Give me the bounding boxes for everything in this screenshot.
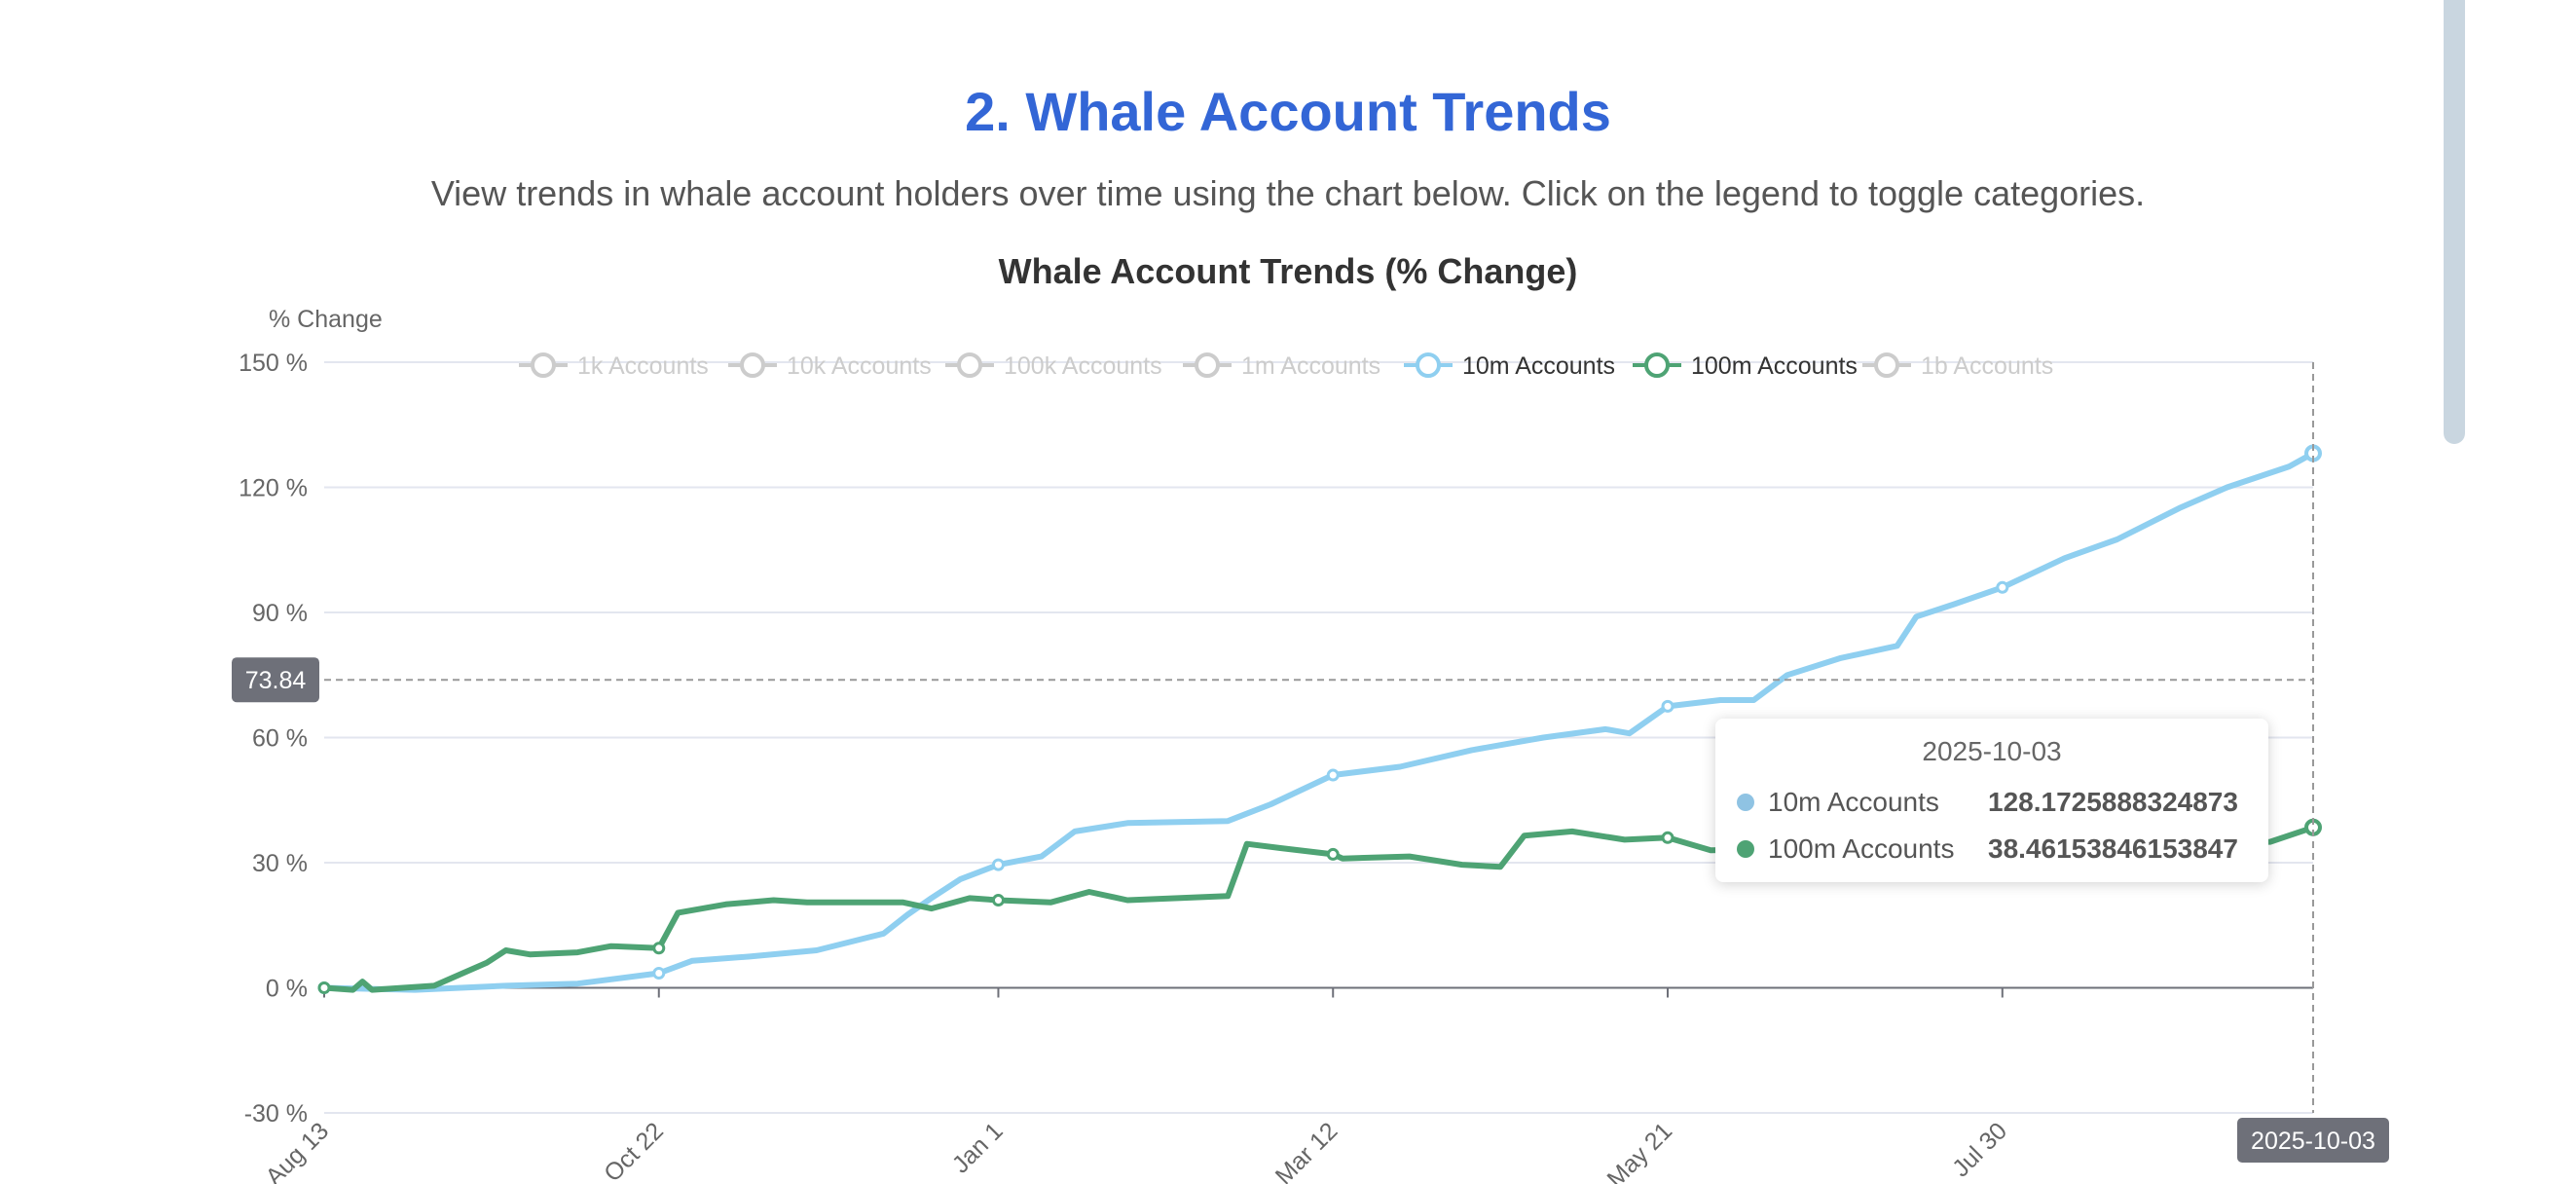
section-description: View trends in whale account holders ove…	[430, 173, 2146, 213]
data-point	[1326, 847, 1340, 861]
tooltip-series-name: 10m Accounts	[1768, 787, 1939, 817]
x-tick-label: May 21	[1601, 1117, 1677, 1184]
y-tick-label: 60 %	[252, 725, 308, 753]
y-tick-label: 150 %	[239, 350, 308, 377]
chart-legend: 1k Accounts 10k Accounts 100k Accounts 1m A…	[519, 352, 2053, 380]
y-tick-label: 90 %	[252, 600, 308, 627]
series-lines	[317, 444, 2322, 994]
crosshair-x-label: 2025-10-03	[2251, 1128, 2375, 1155]
y-axis-label: % Change	[269, 306, 383, 333]
chart-tooltip: 2025-10-03 10m Accounts 128.172588832487…	[1715, 719, 2268, 882]
legend-label: 1m Accounts	[1241, 352, 1380, 380]
page-scrollbar[interactable]	[2444, 0, 2465, 444]
legend-item-1k-accounts[interactable]: 1k Accounts	[519, 352, 709, 380]
legend-circle-icon	[1644, 352, 1670, 378]
crosshair-y-label-box	[232, 657, 319, 703]
x-tick-label: Jul 30	[1947, 1117, 2012, 1182]
data-point	[652, 942, 666, 955]
data-point	[1326, 768, 1340, 782]
legend-item-100m-accounts[interactable]: 100m Accounts	[1633, 352, 1858, 380]
data-point	[991, 894, 1005, 907]
x-axis-ticks: Aug 13 Oct 22 Jan 1 Mar 12 May 21 Jul 30	[260, 987, 2012, 1184]
legend-item-10k-accounts[interactable]: 10k Accounts	[728, 352, 932, 380]
legend-label: 1k Accounts	[577, 352, 709, 380]
legend-circle-icon	[1874, 352, 1899, 378]
x-tick-label: Oct 22	[599, 1117, 669, 1184]
data-point	[1661, 831, 1674, 844]
tooltip-date: 2025-10-03	[1922, 736, 2062, 766]
x-tick-label: Jan 1	[947, 1117, 1009, 1178]
tooltip-dot-icon	[1737, 840, 1754, 858]
chart-title: Whale Account Trends (% Change)	[999, 251, 1578, 291]
tooltip-row-100m: 100m Accounts 38.46153846153847	[1737, 826, 2247, 872]
tooltip-series-name: 100m Accounts	[1768, 833, 1955, 864]
y-axis-ticks: 150 % 120 % 90 % 60 % 30 % 0 % -30 %	[239, 350, 308, 1128]
crosshair-y-label: 73.84	[245, 667, 307, 694]
series-10m-line	[321, 450, 2316, 993]
crosshair: 73.84 2025-10-03	[232, 362, 2389, 1163]
section-heading: 2. Whale Account Trends	[965, 81, 1611, 142]
series-100m-line	[321, 824, 2316, 993]
data-point	[1661, 699, 1674, 713]
data-point	[652, 967, 666, 980]
data-point	[991, 858, 1005, 871]
legend-label: 100k Accounts	[1004, 352, 1162, 380]
tooltip-series-value: 38.46153846153847	[1988, 833, 2238, 864]
crosshair-x-label-box	[2237, 1118, 2389, 1163]
tooltip-row-10m: 10m Accounts 128.1725888324873	[1737, 779, 2247, 826]
data-point	[1996, 580, 2009, 594]
legend-label: 1b Accounts	[1921, 352, 2053, 380]
legend-item-1b-accounts[interactable]: 1b Accounts	[1862, 352, 2053, 380]
legend-circle-icon	[740, 352, 765, 378]
legend-item-100k-accounts[interactable]: 100k Accounts	[945, 352, 1162, 380]
legend-circle-icon	[1416, 352, 1441, 378]
legend-circle-icon	[531, 352, 556, 378]
y-tick-label: 120 %	[239, 475, 308, 502]
x-tick-label: Mar 12	[1270, 1117, 1343, 1184]
legend-circle-icon	[957, 352, 982, 378]
legend-label: 10m Accounts	[1462, 352, 1615, 380]
tooltip-series-value: 128.1725888324873	[1988, 787, 2238, 817]
y-tick-label: 0 %	[266, 976, 308, 1003]
y-tick-label: -30 %	[244, 1100, 308, 1128]
legend-label: 10k Accounts	[787, 352, 932, 380]
legend-item-10m-accounts[interactable]: 10m Accounts	[1404, 352, 1615, 380]
legend-label: 100m Accounts	[1691, 352, 1858, 380]
y-tick-label: 30 %	[252, 850, 308, 877]
data-point	[317, 981, 331, 994]
tooltip-dot-icon	[1737, 794, 1754, 811]
legend-item-1m-accounts[interactable]: 1m Accounts	[1183, 352, 1380, 380]
legend-circle-icon	[1195, 352, 1220, 378]
